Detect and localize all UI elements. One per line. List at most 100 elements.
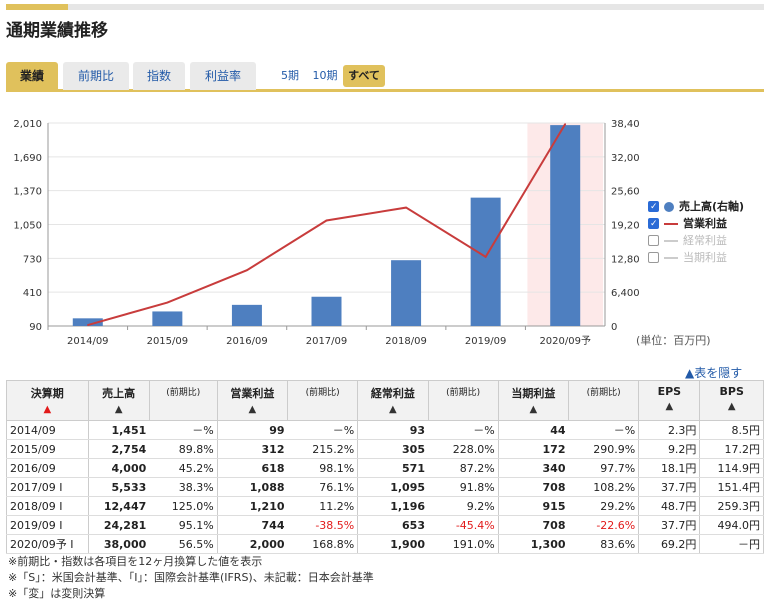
period-all[interactable]: すべて (343, 65, 385, 87)
table-cell: 17.2円 (699, 439, 764, 459)
table-cell: 9.2% (428, 496, 499, 516)
table-cell: 915 (498, 496, 569, 516)
table-cell: 44 (498, 420, 569, 440)
column-header[interactable]: 決算期 ▲ (6, 380, 89, 421)
legend-checkbox-net[interactable] (648, 252, 659, 263)
table-body: 2014/09 1,451 －% 99 －% 93 －% 44 －% 2.3円 8.5円 2015/0… (6, 420, 764, 554)
table-cell: 1,088 (217, 477, 288, 497)
top-rule-accent (6, 4, 68, 10)
left-tick-label: 1,050 (13, 221, 42, 232)
table-cell: 56.5% (149, 534, 218, 554)
sort-arrow-icon[interactable]: ▲ (665, 401, 674, 412)
legend-item-net[interactable]: 当期利益 (648, 249, 744, 266)
x-tick-label: 2015/09 (147, 336, 189, 347)
sales-bar (231, 304, 262, 326)
legend-checkbox-ordinary[interactable] (648, 235, 659, 246)
legend-item-ordinary[interactable]: 経常利益 (648, 232, 744, 249)
table-cell: 2017/09 I (6, 477, 89, 497)
column-header-label: 経常利益 (370, 387, 415, 400)
table-cell: 2018/09 I (6, 496, 89, 516)
column-header[interactable]: 経常利益 ▲ (357, 380, 429, 421)
note-line: ※「S」：米国会計基準、「I」：国際会計基準(IFRS)、未記載：日本会計基準 (8, 571, 374, 584)
table-cell: 98.1% (287, 458, 359, 478)
sort-arrow-icon[interactable]: ▲ (529, 404, 538, 415)
table-cell: 151.4円 (699, 477, 764, 497)
table-cell: 168.8% (287, 534, 359, 554)
column-header-label: BPS (719, 385, 744, 398)
x-tick-label: 2014/09 (67, 336, 109, 347)
column-header[interactable]: BPS ▲ (699, 380, 764, 421)
tab-zenkihi[interactable]: 前期比 (63, 62, 129, 90)
table-header-row: 決算期 ▲ 売上高 ▲ (前期比) 営業利益 ▲ (前期比) 経常利益 ▲ (前期比) 当期利益 ▲ (前… (6, 380, 764, 421)
table-cell: 24,281 (88, 515, 150, 535)
line-icon (664, 222, 678, 225)
sort-arrow-icon[interactable]: ▲ (43, 404, 52, 415)
results-table: 決算期 ▲ 売上高 ▲ (前期比) 営業利益 ▲ (前期比) 経常利益 ▲ (前期比) 当期利益 ▲ (前… (6, 380, 764, 554)
table-cell: 76.1% (287, 477, 359, 497)
sort-arrow-icon[interactable]: ▲ (248, 404, 257, 415)
table-cell: 11.2% (287, 496, 359, 516)
tab-riekiritsu[interactable]: 利益率 (190, 62, 256, 90)
table-cell: 172 (498, 439, 569, 459)
column-header[interactable]: 営業利益 ▲ (216, 380, 289, 421)
right-tick-label: 0 (611, 322, 617, 333)
left-tick-label: 1,370 (13, 187, 42, 198)
table-cell: －円 (699, 534, 764, 554)
sort-arrow-icon[interactable]: ▲ (114, 404, 123, 415)
right-tick-label: 25,600 (611, 187, 640, 198)
sales-bar (391, 260, 422, 326)
table-cell: 38,000 (88, 534, 150, 554)
note-line: ※前期比・指数は各項目を12ヶ月換算した値を表示 (8, 555, 263, 568)
table-cell: 91.8% (428, 477, 499, 497)
legend-item-sales[interactable]: 売上高(右軸) (648, 198, 744, 216)
table-cell: 744 (217, 515, 288, 535)
table-cell: －% (568, 420, 640, 440)
table-cell: -22.6% (568, 515, 640, 535)
hide-table-link[interactable]: ▲表を隠す (685, 366, 743, 380)
table-cell: 215.2% (287, 439, 359, 459)
table-cell: 2.3円 (638, 420, 701, 440)
table-cell: 93 (357, 420, 428, 440)
column-header-label: 決算期 (30, 387, 64, 400)
table-cell: 4,000 (88, 458, 150, 478)
column-header[interactable]: 売上高 ▲ (87, 380, 150, 421)
operating-profit-point (246, 269, 248, 271)
tab-gyoseki[interactable]: 業績 (6, 62, 58, 90)
period-10[interactable]: 10期 (312, 69, 338, 82)
column-header-label: (前期比) (446, 388, 481, 398)
table-cell: 259.3円 (699, 496, 764, 516)
column-header: (前期比) (148, 380, 218, 421)
notes: ※前期比・指数は各項目を12ヶ月換算した値を表示 ※「S」：米国会計基準、「I」… (8, 554, 374, 602)
table-cell: 2019/09 I (6, 515, 89, 535)
table-cell: 125.0% (149, 496, 218, 516)
table-cell: 571 (357, 458, 428, 478)
right-tick-label: 12,800 (611, 254, 640, 265)
sort-arrow-icon[interactable]: ▲ (727, 401, 736, 412)
table-cell: 340 (498, 458, 569, 478)
table-row: 2014/09 1,451 －% 99 －% 93 －% 44 －% 2.3円 8.5円 (6, 420, 764, 440)
table-cell: 69.2円 (638, 534, 701, 554)
right-tick-label: 32,000 (611, 153, 640, 164)
legend-label-ordinary: 経常利益 (683, 234, 727, 247)
table-cell: 29.2% (568, 496, 640, 516)
table-cell: 708 (498, 515, 569, 535)
table-cell: 290.9% (568, 439, 640, 459)
tab-shisu[interactable]: 指数 (133, 62, 185, 90)
legend-checkbox-sales[interactable] (648, 199, 659, 216)
table-row: 2018/09 I 12,447 125.0% 1,210 11.2% 1,196 9.2%… (6, 496, 764, 516)
chart-legend: 売上高(右軸) 営業利益 経常利益 当期利益 (648, 198, 744, 266)
legend-item-operating[interactable]: 営業利益 (648, 215, 744, 233)
period-5[interactable]: 5期 (281, 69, 299, 82)
table-cell: -45.4% (428, 515, 499, 535)
column-header-label: (前期比) (305, 388, 340, 398)
table-cell: 45.2% (149, 458, 218, 478)
sort-arrow-icon[interactable]: ▲ (389, 404, 397, 415)
table-cell: 37.7円 (638, 477, 701, 497)
legend-checkbox-operating[interactable] (648, 216, 659, 233)
table-cell: 95.1% (149, 515, 218, 535)
table-cell: 114.9円 (699, 458, 764, 478)
table-row: 2017/09 I 5,533 38.3% 1,088 76.1% 1,095 91.8% 7… (6, 477, 764, 497)
tab-bar: 業績 前期比 指数 利益率 5期 10期 すべて (6, 60, 764, 92)
column-header[interactable]: EPS ▲ (638, 380, 701, 421)
column-header[interactable]: 当期利益 ▲ (497, 380, 570, 421)
